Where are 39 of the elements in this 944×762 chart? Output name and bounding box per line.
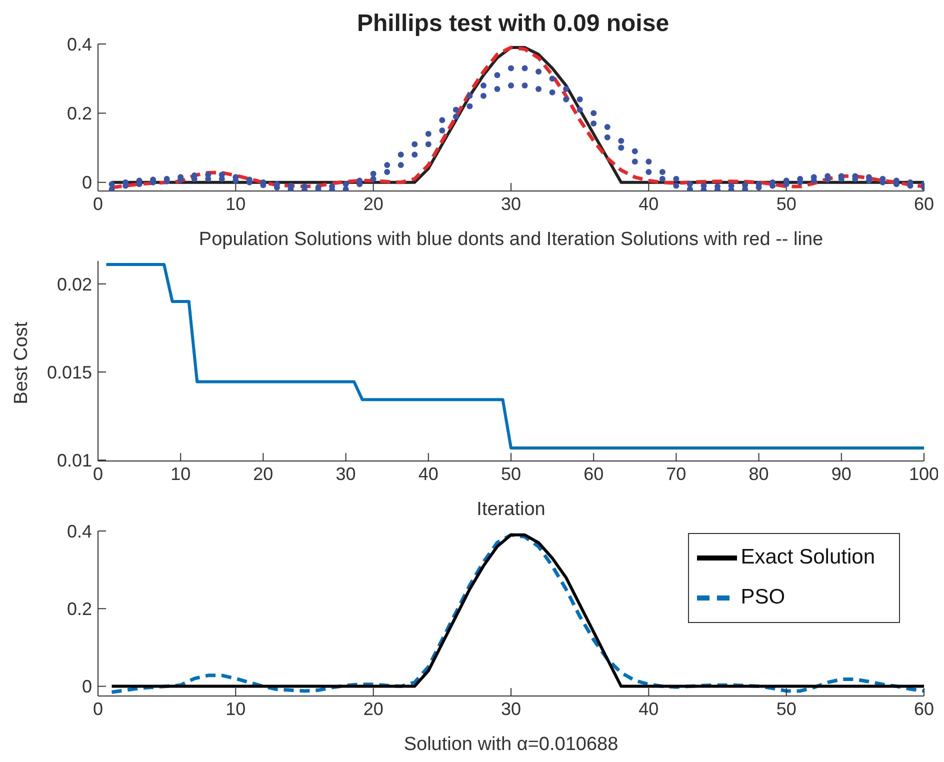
x-tick-label: 60 (914, 698, 934, 719)
line-series (104, 263, 924, 450)
x-tick-label: 50 (500, 464, 522, 484)
chart-title: Phillips test with 0.09 noise (356, 10, 670, 38)
x-axis-title: Population Solutions with blue donts and Iteration Solutions with red -- line (198, 229, 824, 250)
x-tick-label: 90 (831, 464, 852, 484)
y-tick-label: 0 (82, 172, 92, 193)
x-tick-label: 20 (363, 194, 384, 214)
x-axis-title: Iteration (476, 499, 546, 520)
x-axis-title: Solution with α=0.010688 (404, 734, 618, 755)
x-tick-label: 40 (418, 464, 438, 484)
x-tick-label: 10 (226, 698, 246, 719)
x-tick-label: 60 (584, 464, 604, 484)
x-tick-label: 30 (336, 464, 356, 484)
y-tick-label: 0.4 (66, 34, 92, 54)
y-tick-label: 0.01 (56, 450, 92, 471)
y-tick-label: 0 (82, 676, 92, 697)
x-tick-label: 50 (776, 698, 796, 719)
y-tick-label: 0.015 (46, 362, 92, 382)
x-tick-label: 100 (908, 464, 940, 484)
x-tick-label: 40 (638, 194, 659, 214)
x-tick-label: 20 (253, 464, 274, 484)
y-tick-label: 0.4 (66, 521, 92, 542)
legend-label: Exact Solution (740, 546, 875, 569)
x-tick-label: 60 (914, 194, 934, 214)
x-tick-label: 70 (666, 464, 686, 484)
y-tick-label: 0.2 (66, 104, 92, 124)
x-tick-label: 50 (776, 194, 796, 214)
y-axis-title: Best Cost (11, 322, 33, 404)
x-tick-label: 20 (363, 698, 384, 719)
x-tick-label: 10 (170, 464, 191, 484)
y-tick-label: 0.2 (66, 599, 92, 620)
x-tick-label: 30 (500, 698, 522, 719)
x-tick-label: 30 (500, 194, 522, 214)
legend-label: PSO (740, 586, 786, 609)
x-tick-label: 40 (638, 698, 659, 719)
y-tick-label: 0.02 (56, 274, 92, 294)
x-tick-label: 80 (748, 464, 769, 484)
x-tick-label: 10 (226, 194, 246, 214)
